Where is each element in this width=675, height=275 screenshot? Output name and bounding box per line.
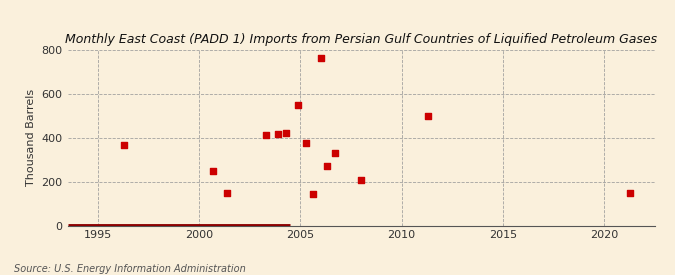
Point <box>356 178 367 183</box>
Point <box>208 168 219 173</box>
Point <box>307 191 318 196</box>
Point <box>301 141 312 145</box>
Point <box>315 56 326 60</box>
Point <box>222 190 233 195</box>
Point <box>321 164 332 168</box>
Title: Monthly East Coast (PADD 1) Imports from Persian Gulf Countries of Liquified Pet: Monthly East Coast (PADD 1) Imports from… <box>65 32 657 46</box>
Point <box>119 143 130 147</box>
Text: Source: U.S. Energy Information Administration: Source: U.S. Energy Information Administ… <box>14 264 245 274</box>
Y-axis label: Thousand Barrels: Thousand Barrels <box>26 89 36 186</box>
Point <box>625 190 636 195</box>
Point <box>281 131 292 135</box>
Point <box>273 132 284 136</box>
Point <box>293 102 304 107</box>
Point <box>329 151 340 155</box>
Point <box>423 113 433 118</box>
Point <box>261 133 271 138</box>
